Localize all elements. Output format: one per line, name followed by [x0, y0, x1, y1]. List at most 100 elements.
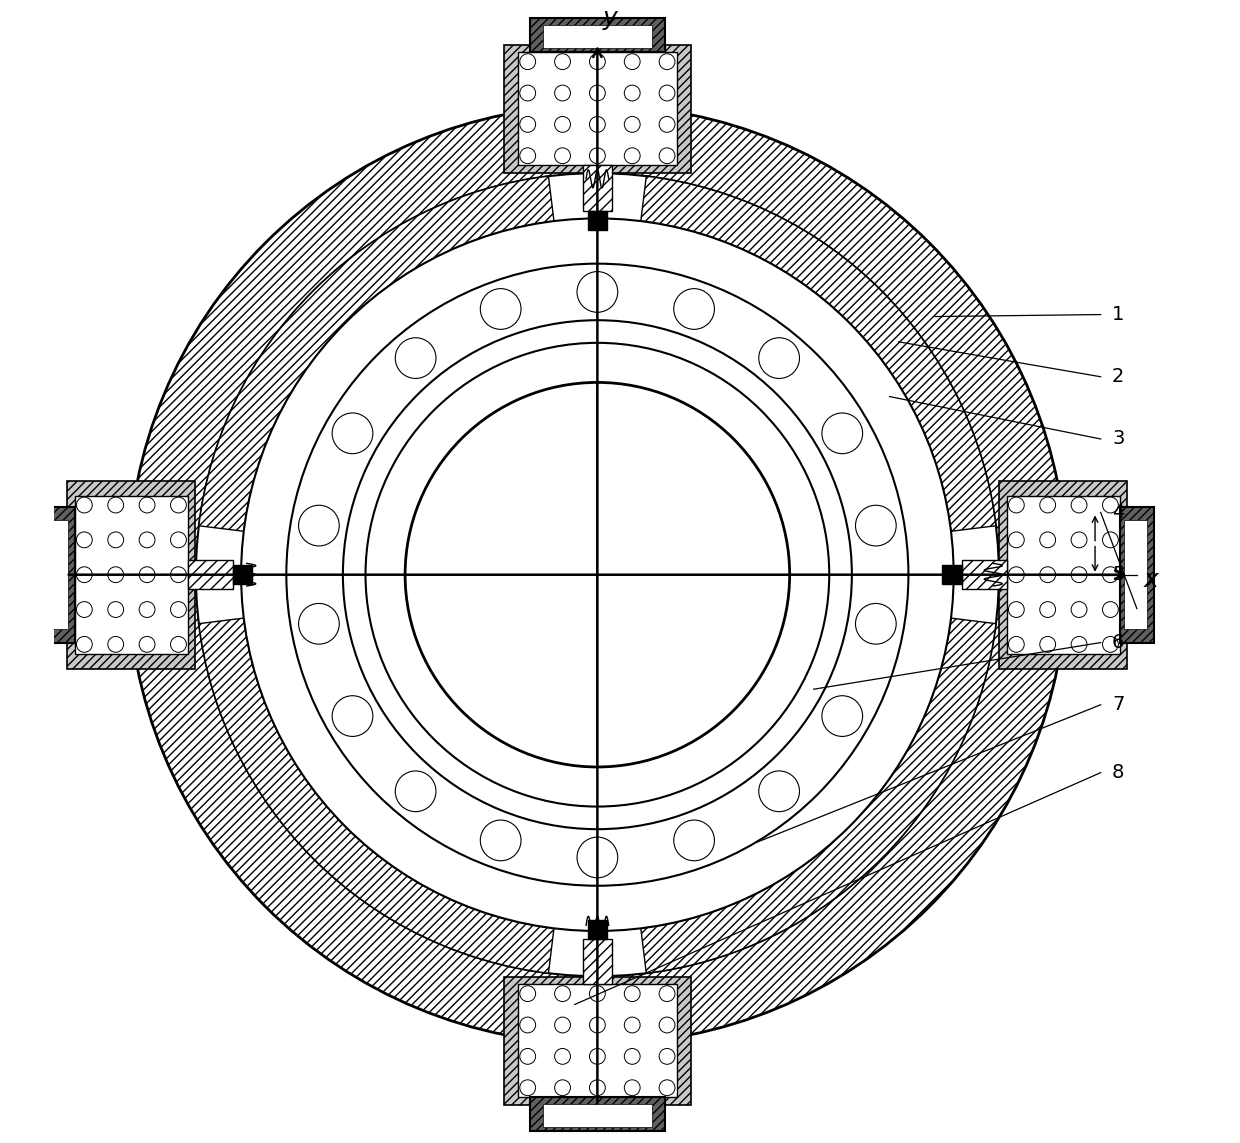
Circle shape	[1008, 497, 1024, 513]
Text: 7: 7	[1112, 695, 1125, 714]
Bar	[233, 565, 253, 584]
Circle shape	[299, 505, 340, 546]
Circle shape	[1071, 637, 1087, 653]
Circle shape	[577, 272, 618, 312]
Circle shape	[554, 985, 570, 1001]
Circle shape	[139, 567, 155, 583]
Circle shape	[856, 604, 897, 645]
Text: $x$: $x$	[1142, 568, 1161, 592]
Circle shape	[759, 770, 800, 812]
Circle shape	[108, 531, 124, 547]
Wedge shape	[641, 618, 996, 973]
Circle shape	[1102, 497, 1118, 513]
Bar	[583, 938, 613, 984]
Bar	[74, 496, 188, 654]
Circle shape	[660, 147, 675, 163]
Circle shape	[343, 320, 852, 829]
Text: 2: 2	[1112, 367, 1125, 386]
Circle shape	[589, 1080, 605, 1096]
Bar	[529, 1097, 665, 1132]
Circle shape	[554, 117, 570, 133]
Circle shape	[520, 1048, 536, 1064]
Circle shape	[589, 85, 605, 101]
Circle shape	[480, 289, 521, 329]
Circle shape	[520, 85, 536, 101]
Circle shape	[77, 601, 92, 617]
Circle shape	[660, 985, 675, 1001]
Circle shape	[77, 531, 92, 547]
Circle shape	[1071, 497, 1087, 513]
Circle shape	[480, 820, 521, 861]
Circle shape	[139, 531, 155, 547]
Circle shape	[108, 637, 124, 653]
Circle shape	[589, 985, 605, 1001]
Circle shape	[171, 567, 186, 583]
Circle shape	[1102, 601, 1118, 617]
Circle shape	[1040, 637, 1055, 653]
Circle shape	[589, 147, 605, 163]
Bar	[543, 1104, 652, 1127]
Circle shape	[1040, 531, 1055, 547]
Circle shape	[171, 531, 186, 547]
Circle shape	[759, 337, 800, 378]
Circle shape	[554, 54, 570, 70]
Bar	[999, 481, 1127, 669]
Circle shape	[1008, 531, 1024, 547]
Circle shape	[1008, 637, 1024, 653]
Circle shape	[1102, 637, 1118, 653]
Circle shape	[856, 505, 897, 546]
Wedge shape	[641, 176, 996, 531]
Circle shape	[171, 497, 186, 513]
Circle shape	[624, 54, 640, 70]
Circle shape	[139, 637, 155, 653]
Circle shape	[554, 147, 570, 163]
Circle shape	[660, 1017, 675, 1033]
Circle shape	[520, 1017, 536, 1033]
Circle shape	[108, 497, 124, 513]
Circle shape	[822, 413, 863, 454]
Circle shape	[589, 117, 605, 133]
Circle shape	[589, 1017, 605, 1033]
Text: 1: 1	[1112, 305, 1125, 325]
Circle shape	[520, 147, 536, 163]
Bar	[41, 506, 74, 642]
Circle shape	[624, 85, 640, 101]
Wedge shape	[198, 618, 554, 973]
Text: 5: 5	[1112, 565, 1125, 584]
Circle shape	[577, 837, 618, 878]
Bar	[518, 53, 677, 166]
Circle shape	[77, 567, 92, 583]
Circle shape	[1008, 567, 1024, 583]
Circle shape	[554, 85, 570, 101]
Bar	[588, 920, 608, 938]
Circle shape	[1040, 497, 1055, 513]
Circle shape	[589, 1048, 605, 1064]
Bar	[588, 210, 608, 230]
Circle shape	[1040, 601, 1055, 617]
Circle shape	[589, 54, 605, 70]
Circle shape	[171, 637, 186, 653]
Circle shape	[1071, 531, 1087, 547]
Circle shape	[554, 1048, 570, 1064]
Circle shape	[624, 147, 640, 163]
Circle shape	[241, 218, 954, 932]
Circle shape	[332, 696, 373, 736]
Circle shape	[396, 337, 436, 378]
Circle shape	[1071, 601, 1087, 617]
Bar	[67, 481, 195, 669]
Circle shape	[673, 820, 714, 861]
Circle shape	[673, 289, 714, 329]
Bar	[46, 520, 68, 629]
Circle shape	[299, 604, 340, 645]
Circle shape	[139, 601, 155, 617]
Bar	[1120, 506, 1154, 642]
Circle shape	[366, 343, 830, 807]
Text: 3: 3	[1112, 430, 1125, 448]
Circle shape	[822, 696, 863, 736]
Text: $y$: $y$	[603, 8, 620, 32]
Circle shape	[624, 117, 640, 133]
Bar	[518, 984, 677, 1097]
Circle shape	[332, 413, 373, 454]
Bar	[1125, 520, 1147, 629]
Bar	[188, 560, 233, 590]
